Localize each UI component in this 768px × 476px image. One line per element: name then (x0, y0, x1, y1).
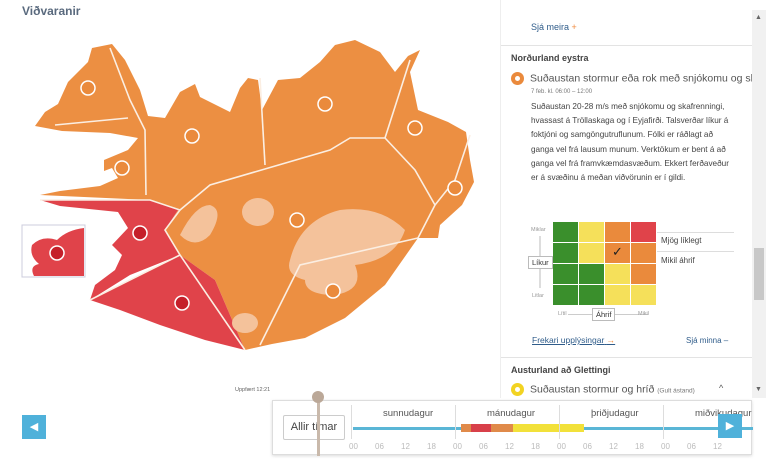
snow-wind-icon (511, 383, 524, 396)
day-separator (351, 405, 352, 439)
time-slider-knob[interactable] (312, 391, 324, 403)
risk-cell (605, 243, 630, 263)
hour-tick: 12 (401, 442, 410, 451)
likelihood-axis-label: Líkur (528, 256, 553, 269)
risk-cell (631, 264, 656, 284)
risk-matrix (553, 222, 656, 305)
time-slider-handle[interactable] (317, 392, 320, 456)
risk-cell (579, 222, 604, 242)
day-label: þriðjudagur (591, 408, 639, 419)
hour-tick: 18 (635, 442, 644, 451)
warning-description: Suðaustan 20-28 m/s með snjókomu og skaf… (531, 102, 729, 183)
risk-cell (553, 222, 578, 242)
play-icon: ▶ (725, 420, 735, 432)
impact-axis-label: Áhrif (592, 308, 616, 321)
previous-button[interactable]: ◀ (22, 415, 46, 439)
likelihood-low-label: Litlar (532, 293, 544, 299)
risk-cell (605, 285, 630, 305)
hour-tick: 00 (557, 442, 566, 451)
risk-cell (553, 264, 578, 284)
day-separator (663, 405, 664, 439)
region-borders (40, 47, 471, 351)
iceland-warning-map[interactable] (0, 0, 500, 380)
impact-low-label: Lítil (558, 311, 567, 317)
see-less-link[interactable]: Sjá minna – (686, 336, 729, 345)
page-title: Viðvaranir (22, 4, 81, 18)
hour-tick: 00 (661, 442, 670, 451)
collapse-chevron-icon[interactable]: ^ (719, 383, 724, 393)
risk-cell (605, 264, 630, 284)
selected-impact: Mikil áhrif (661, 256, 695, 265)
impact-high-label: Mikil (638, 311, 649, 317)
hour-tick: 12 (609, 442, 618, 451)
hour-tick: 06 (687, 442, 696, 451)
glaciers (180, 198, 405, 333)
risk-cell (553, 243, 578, 263)
risk-cell (579, 243, 604, 263)
day-label: miðvikudagur (695, 408, 752, 419)
hour-tick: 06 (479, 442, 488, 451)
hour-tick: 00 (349, 442, 358, 451)
red-warning-segment[interactable] (471, 424, 491, 432)
region-title: Norðurland eystra (511, 53, 589, 63)
hour-tick: 06 (375, 442, 384, 451)
warning-date: 7 feb. kl. 06:00 – 12:00 (531, 89, 593, 95)
hour-tick: 12 (713, 442, 722, 451)
risk-cell (631, 285, 656, 305)
region-red-faxafloi[interactable] (40, 200, 180, 300)
risk-cell (631, 243, 656, 263)
all-times-button[interactable]: Allir tímar (283, 415, 345, 440)
scrollbar[interactable]: ▲ ▼ (752, 10, 766, 398)
warnings-panel: Sjá meira + Norðurland eystra Suðaustan … (500, 0, 752, 398)
region-red-sudurland[interactable] (90, 255, 245, 350)
risk-cell (631, 222, 656, 242)
warning-title[interactable]: Suðaustan stormur eða rok með snjókomu o… (511, 72, 752, 85)
warning-title[interactable]: Suðaustan stormur og hríð (Gult ástand) ^ (511, 383, 752, 396)
risk-cell (579, 285, 604, 305)
more-info-link[interactable]: Frekari upplýsingar → (532, 335, 616, 345)
play-button[interactable]: ▶ (718, 414, 742, 438)
see-more-link[interactable]: Sjá meira + (531, 22, 577, 32)
snow-wind-icon (511, 72, 524, 85)
risk-cell (579, 264, 604, 284)
play-back-icon: ◀ (29, 421, 39, 433)
timeline[interactable]: Allir tímar sunnudagur mánudagur þriðjudag… (272, 400, 753, 455)
hour-tick: 18 (531, 442, 540, 451)
hour-tick: 06 (583, 442, 592, 451)
day-separator (559, 405, 560, 439)
day-label: sunnudagur (383, 408, 434, 419)
region-title: Austurland að Glettingi (511, 365, 611, 375)
likelihood-high-label: Miklar (531, 227, 546, 233)
hour-tick: 12 (505, 442, 514, 451)
day-label: mánudagur (487, 408, 536, 419)
risk-cell (605, 222, 630, 242)
day-separator (455, 405, 456, 439)
risk-cell (553, 285, 578, 305)
yellow-warning-segment[interactable] (513, 424, 584, 432)
hour-tick: 18 (427, 442, 436, 451)
region-orange-main[interactable] (35, 40, 474, 350)
warning-icons[interactable] (49, 80, 463, 311)
selected-likelihood: Mjög líklegt (661, 236, 702, 245)
hour-tick: 00 (453, 442, 462, 451)
updated-time: Uppfært 12:21 (235, 387, 271, 393)
